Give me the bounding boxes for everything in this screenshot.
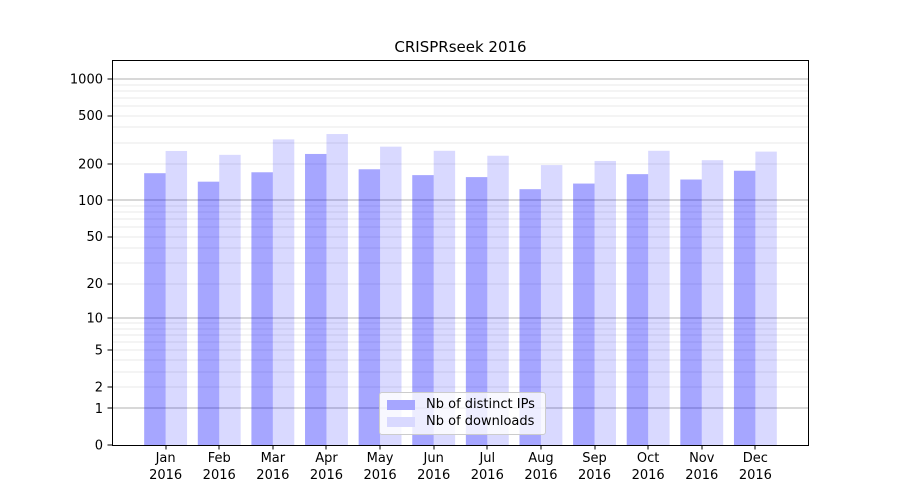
bar-downloads-apr (326, 134, 348, 445)
x-tick-label-year: 2016 (203, 468, 236, 483)
bar-distinct-ips-sep (573, 183, 595, 446)
x-tick-label-year: 2016 (524, 468, 557, 483)
x-tick-label-year: 2016 (685, 468, 718, 483)
bar-distinct-ips-oct (626, 174, 649, 445)
legend-swatch-distinct-ips (387, 400, 415, 411)
bar-downloads-aug (540, 165, 563, 445)
x-tick-label-year: 2016 (417, 468, 450, 483)
bar-distinct-ips-dec (733, 170, 756, 446)
bar-downloads-jul (487, 155, 509, 445)
bar-downloads-feb (219, 154, 241, 445)
y-tick-label: 0 (95, 439, 103, 454)
bar-distinct-ips-jan (144, 173, 166, 445)
x-tick-label-year: 2016 (364, 468, 397, 483)
x-tick-label-year: 2016 (149, 468, 182, 483)
legend-label-distinct-ips: Nb of distinct IPs (426, 397, 535, 413)
bar-distinct-ips-feb (197, 181, 220, 445)
bar-downloads-dec (755, 151, 777, 445)
bar-downloads-jan (165, 150, 188, 445)
bar-distinct-ips-nov (680, 179, 702, 446)
x-tick-label-year: 2016 (310, 468, 343, 483)
bar-distinct-ips-may (358, 169, 381, 445)
y-axis: 0 1 2 5 10 20 50 100 200 500 1000 (70, 72, 112, 454)
x-tick-label-month: Jan (155, 451, 176, 466)
chart-title: CRISPRseek 2016 (394, 38, 527, 56)
y-tick-label: 5 (95, 344, 103, 359)
y-tick-label: 100 (78, 194, 103, 209)
y-tick-label: 2 (95, 380, 103, 395)
y-tick-label: 500 (78, 109, 103, 124)
x-tick-label-month: May (367, 451, 394, 466)
x-tick-label-year: 2016 (256, 468, 289, 483)
x-tick-label-month: Dec (743, 451, 768, 466)
bar-downloads-jun (433, 150, 456, 445)
x-tick-label-month: Jun (423, 451, 444, 466)
y-tick-label: 200 (78, 158, 103, 173)
bar-distinct-ips-aug (519, 189, 541, 445)
x-tick-label-year: 2016 (739, 468, 772, 483)
bar-downloads-oct (648, 150, 670, 445)
bar-distinct-ips-jul (465, 177, 488, 446)
y-tick-label: 1000 (70, 72, 103, 87)
bars (144, 134, 777, 446)
bar-downloads-mar (272, 139, 295, 445)
x-tick-label-year: 2016 (578, 468, 611, 483)
minor-gridlines (112, 84, 809, 388)
bar-distinct-ips-mar (251, 172, 273, 445)
legend-item-distinct-ips: Nb of distinct IPs (387, 397, 536, 413)
legend-label-downloads: Nb of downloads (426, 413, 535, 429)
plot-border (112, 60, 809, 446)
x-tick-label-month: Sep (582, 451, 607, 466)
bar-downloads-sep (594, 160, 616, 445)
x-tick-label-year: 2016 (471, 468, 504, 483)
x-tick-label-month: Nov (689, 451, 715, 466)
x-tick-label-month: Jul (478, 451, 495, 466)
bar-distinct-ips-apr (305, 153, 327, 445)
x-tick-label-month: Aug (528, 451, 553, 466)
x-tick-label-month: Apr (315, 451, 338, 466)
legend-item-downloads: Nb of downloads (387, 414, 536, 430)
bar-downloads-nov (701, 160, 724, 445)
x-tick-label-year: 2016 (632, 468, 665, 483)
y-tick-label: 20 (86, 277, 103, 292)
legend-swatch-downloads (387, 416, 415, 427)
y-tick-label: 1 (95, 402, 103, 417)
y-tick-label: 10 (86, 311, 103, 326)
y-tick-label: 50 (86, 230, 103, 245)
x-tick-label-month: Feb (208, 451, 231, 466)
x-axis: Jan 2016 Feb 2016 Mar 2016 Apr 2016 May 2016 Jun 20… (149, 445, 772, 483)
x-tick-label-month: Oct (637, 451, 659, 466)
bar-distinct-ips-jun (412, 175, 434, 446)
bar-downloads-may (380, 146, 402, 445)
x-tick-label-month: Mar (261, 451, 286, 466)
legend: Nb of distinct IPs Nb of downloads (379, 392, 546, 435)
